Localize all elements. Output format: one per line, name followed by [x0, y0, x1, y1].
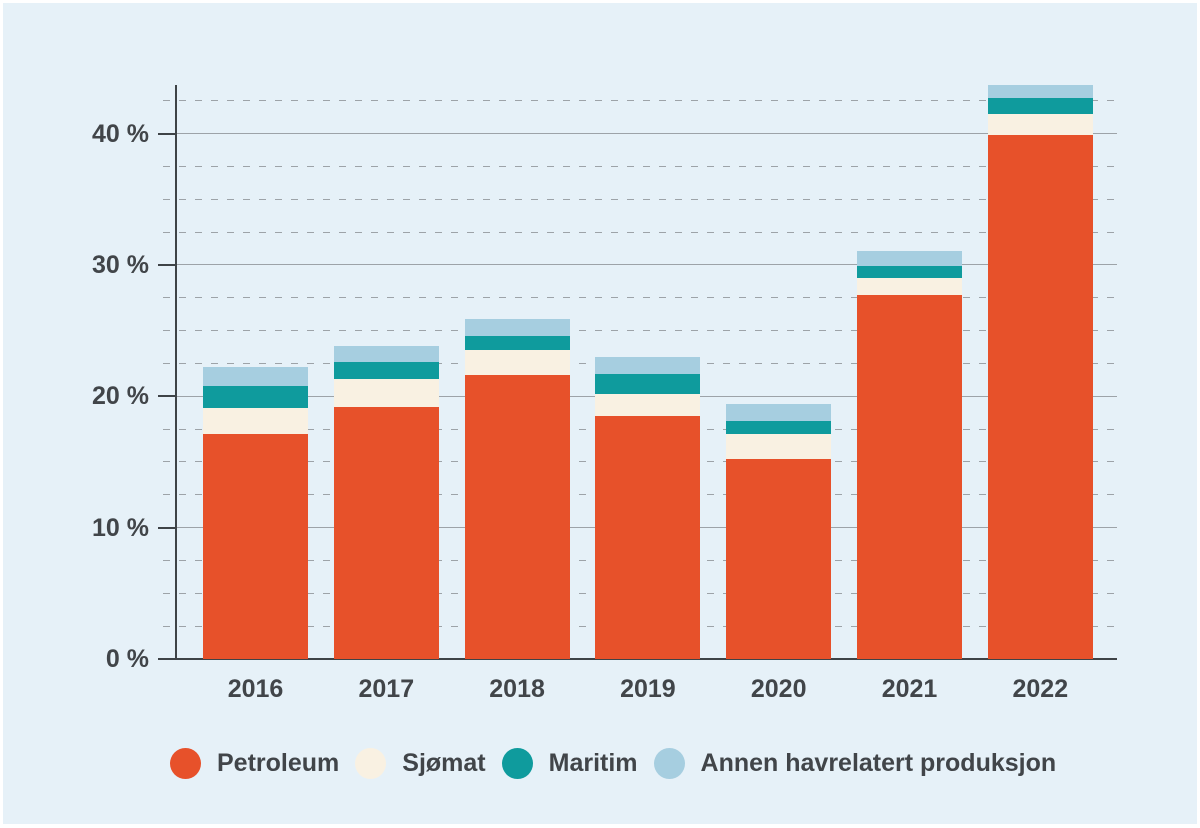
x-tick-label: 2018: [489, 675, 545, 703]
legend-item: Maritim: [501, 748, 638, 779]
bar-segment-sj-mat: [726, 434, 832, 460]
gridline-major: [177, 133, 1117, 135]
bar-segment-maritim: [987, 98, 1093, 114]
y-tick-label: 10 %: [92, 513, 149, 542]
y-axis-tick: [158, 132, 177, 135]
bar-segment-sj-mat: [333, 379, 439, 407]
legend-item: Sjømat: [355, 748, 486, 779]
bar-2019: [595, 356, 701, 659]
y-axis-line: [175, 85, 177, 660]
gridline-minor: [163, 330, 1117, 332]
gridline-minor: [163, 198, 1117, 200]
legend-swatch-icon: [653, 748, 685, 779]
x-tick-label: 2017: [358, 675, 415, 703]
bar-segment-annen-havrelatert-produksjon: [726, 404, 832, 422]
bar-segment-maritim: [203, 385, 308, 409]
bar-2017: [333, 346, 439, 659]
bar-segment-sj-mat: [595, 393, 701, 417]
bar-segment-maritim: [726, 421, 832, 435]
bar-segment-annen-havrelatert-produksjon: [464, 318, 570, 336]
bar-segment-maritim: [595, 374, 701, 394]
y-tick-label: 40 %: [92, 119, 149, 148]
legend-label: Petroleum: [217, 749, 340, 777]
bar-segment-petroleum: [857, 295, 962, 659]
legend-item: Petroleum: [170, 748, 339, 779]
x-tick-label: 2016: [227, 675, 284, 703]
bar-segment-annen-havrelatert-produksjon: [987, 85, 1093, 99]
gridline-major: [177, 264, 1117, 266]
legend-item: Annen havrelatert produksjon: [653, 748, 1057, 779]
bar-segment-annen-havrelatert-produksjon: [333, 346, 439, 363]
bar-segment-maritim: [333, 362, 439, 380]
y-tick-label: 20 %: [92, 382, 149, 411]
bar-segment-maritim: [464, 335, 570, 351]
legend: Petroleum Sjømat Maritim Annen havrelatert …: [170, 748, 1056, 779]
bar-segment-annen-havrelatert-produksjon: [857, 250, 962, 267]
x-tick-label: 2019: [620, 675, 676, 703]
gridline-minor: [163, 100, 1117, 102]
bar-segment-sj-mat: [203, 408, 308, 435]
bar-2016: [203, 367, 308, 659]
bar-segment-sj-mat: [987, 113, 1093, 135]
figure-background: 0 % 10 % 20 % 30 % 40 % 2016 2017 2018 2019 2020 2…: [3, 3, 1197, 824]
x-tick-label: 2022: [1012, 675, 1069, 703]
legend-label: Sjømat: [402, 749, 486, 777]
bar-segment-petroleum: [203, 434, 308, 659]
y-tick-label: 0 %: [105, 645, 149, 673]
legend-swatch-icon: [170, 748, 201, 779]
legend-label: Maritim: [548, 749, 638, 777]
bar-2021: [857, 250, 962, 659]
bar-segment-maritim: [857, 266, 962, 279]
x-tick-label: 2020: [750, 675, 807, 703]
bar-segment-petroleum: [595, 416, 701, 659]
bar-segment-petroleum: [987, 134, 1093, 659]
bar-segment-annen-havrelatert-produksjon: [595, 356, 701, 374]
legend-swatch-icon: [501, 748, 533, 779]
legend-label: Annen havrelatert produksjon: [700, 749, 1057, 777]
plot-area: 0 % 10 % 20 % 30 % 40 % 2016 2017 2018 2019 2020 2…: [92, 85, 1117, 703]
y-axis-tick: [158, 395, 177, 398]
bar-2018: [464, 318, 570, 659]
legend-swatch-icon: [355, 748, 387, 779]
bar-2022: [987, 85, 1093, 659]
y-axis-tick: [158, 526, 177, 529]
y-tick-label: 30 %: [92, 250, 149, 279]
bar-segment-petroleum: [464, 375, 570, 659]
bar-segment-annen-havrelatert-produksjon: [203, 367, 308, 386]
bar-segment-sj-mat: [464, 350, 570, 376]
gridline-minor: [163, 297, 1117, 299]
bar-segment-petroleum: [726, 459, 832, 659]
y-axis-tick: [158, 263, 177, 266]
bar-segment-sj-mat: [857, 278, 962, 296]
bar-2020: [726, 404, 832, 659]
x-tick-label: 2021: [881, 675, 938, 703]
bar-segment-petroleum: [333, 406, 439, 659]
gridline-minor: [163, 231, 1117, 233]
gridline-minor: [163, 165, 1117, 167]
x-axis-line: [158, 658, 1117, 660]
